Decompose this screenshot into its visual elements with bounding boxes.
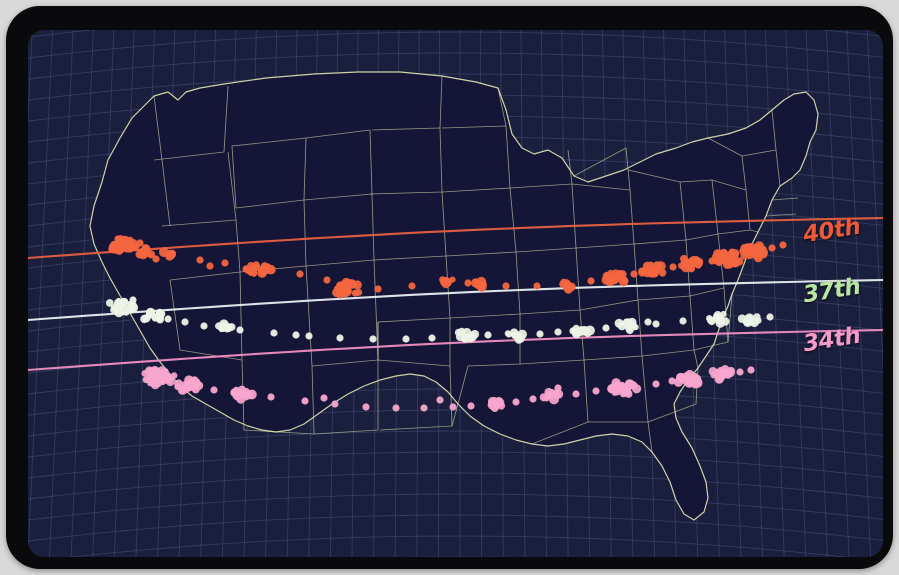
us-parallels-map[interactable] [28,30,883,557]
map-screen[interactable]: 40th 37th 34th [28,30,883,557]
state-borders [89,71,819,521]
data-points [105,235,787,413]
device-frame: 40th 37th 34th [6,6,893,569]
land-layer [90,72,818,520]
